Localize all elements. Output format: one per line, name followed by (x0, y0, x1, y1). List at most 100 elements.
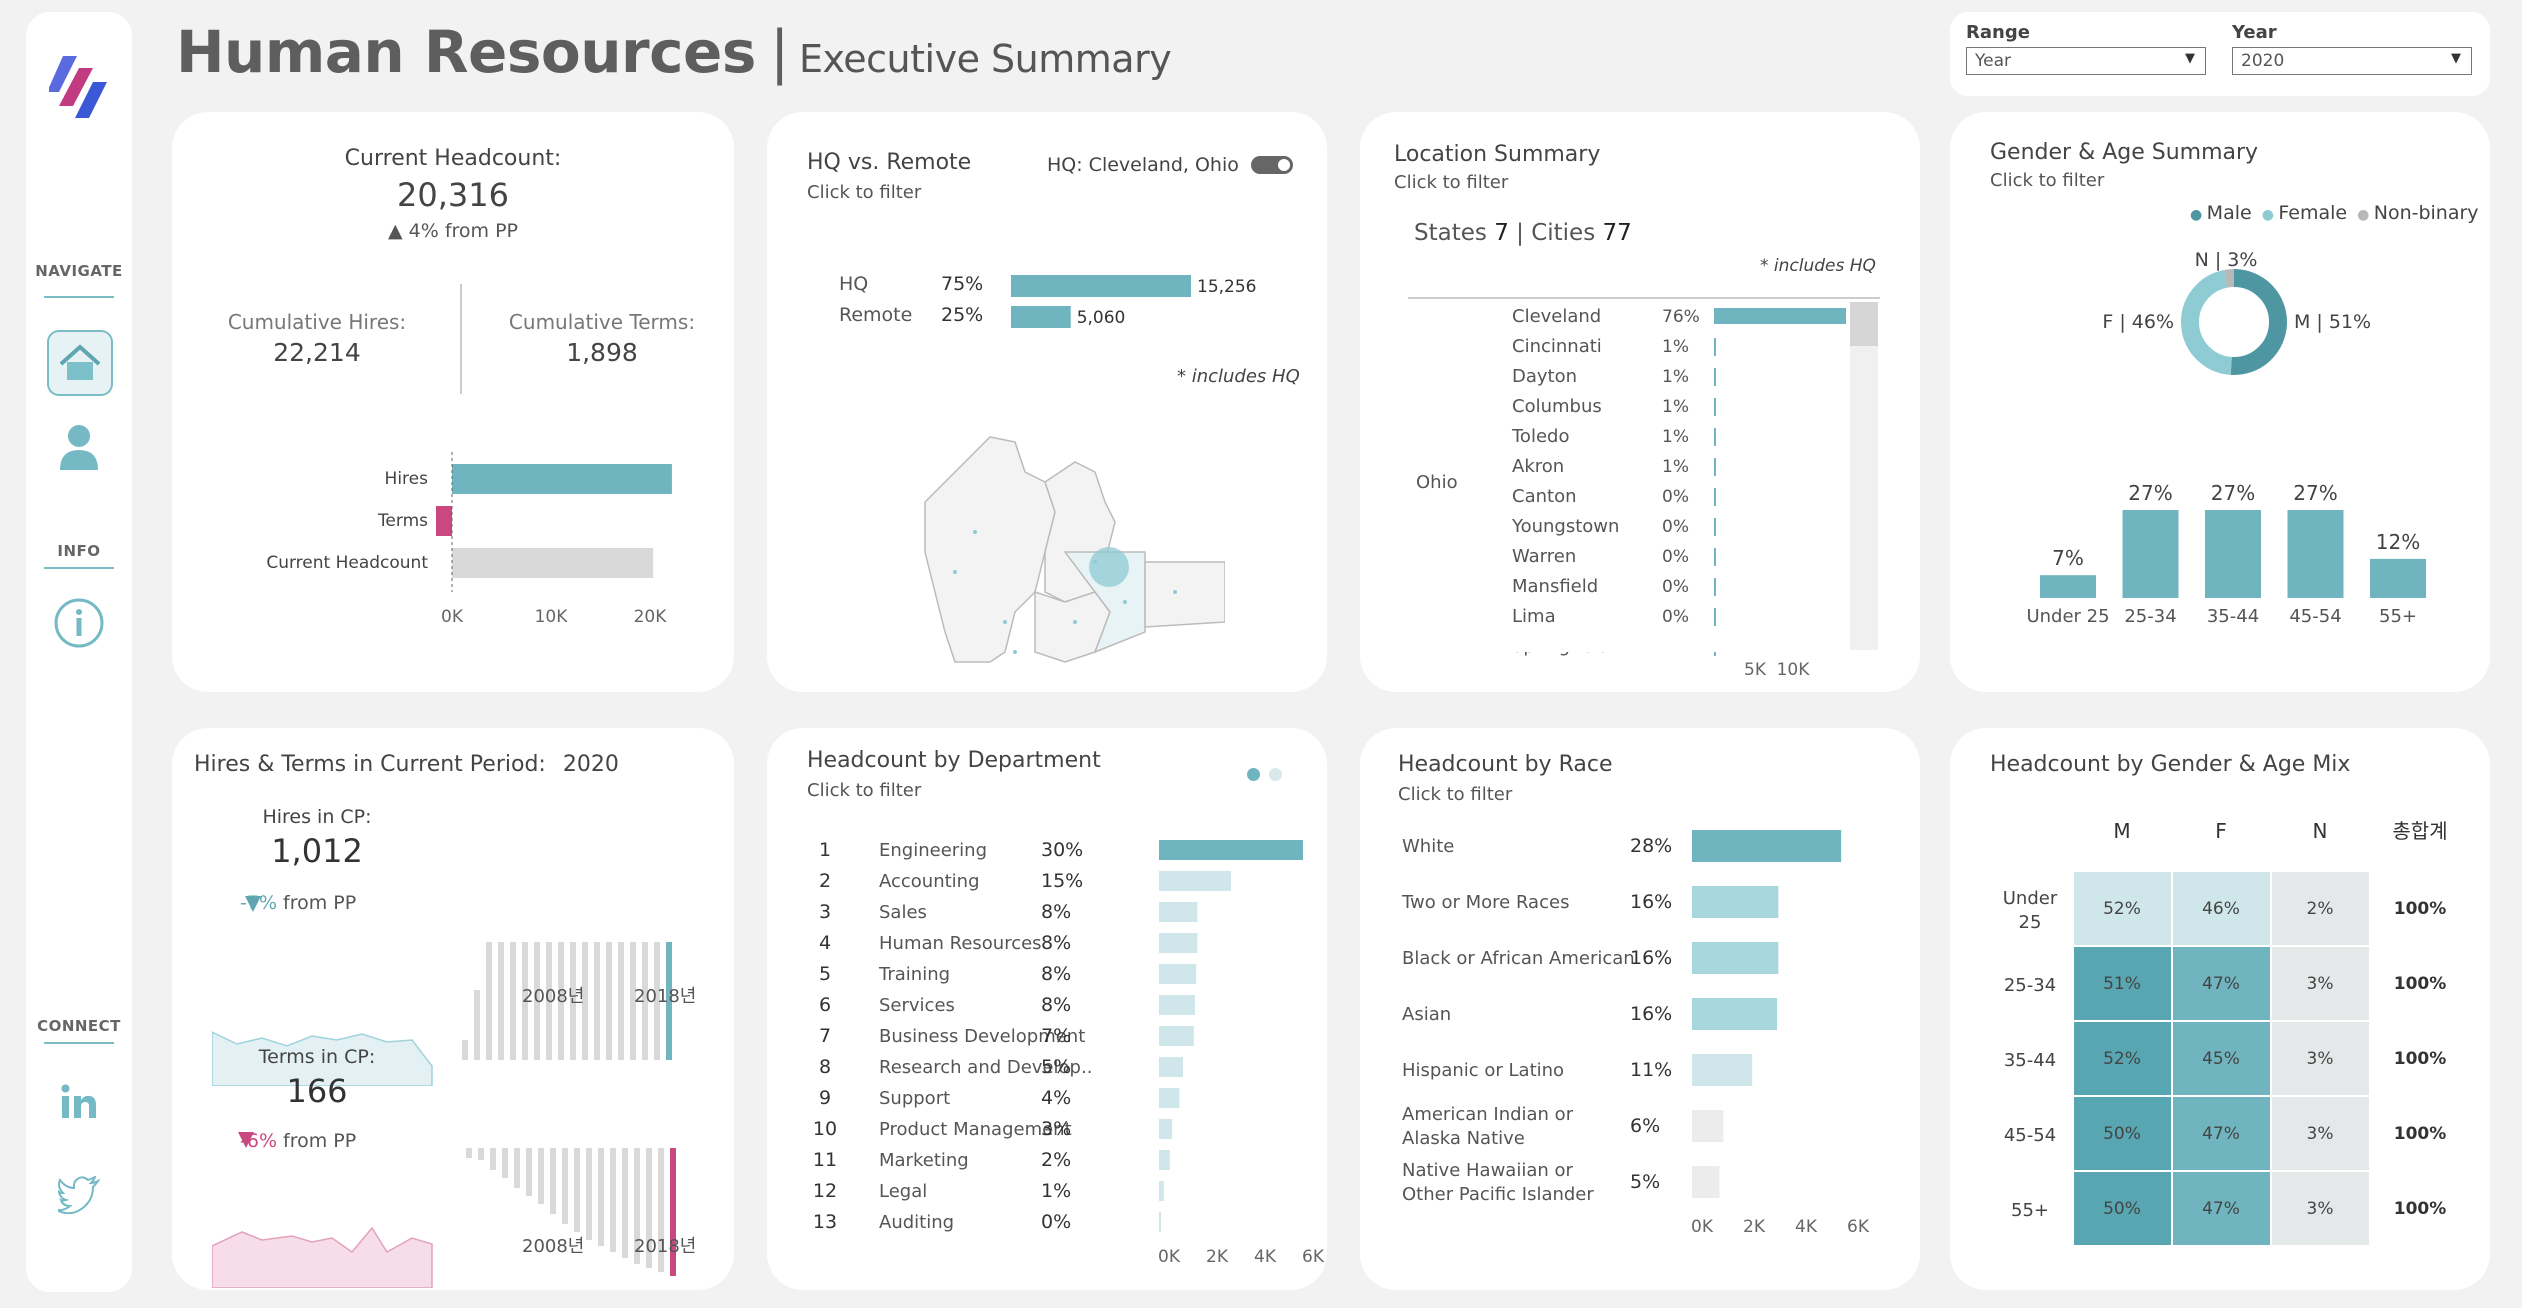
bar[interactable] (502, 1148, 508, 1178)
bar[interactable] (2122, 510, 2179, 598)
heatmap-cell[interactable] (2272, 1172, 2369, 1245)
bar[interactable] (1714, 488, 1716, 506)
bar[interactable] (474, 990, 480, 1060)
bar[interactable] (1714, 308, 1846, 324)
bar[interactable] (1159, 964, 1197, 984)
info-button[interactable] (26, 596, 132, 650)
department-name[interactable]: Research and Develop.. (879, 1057, 1092, 1078)
bar[interactable] (1159, 1088, 1180, 1108)
city-label[interactable]: Youngstown (1511, 516, 1619, 537)
bar[interactable] (562, 1148, 568, 1224)
department-name[interactable]: Training (878, 964, 950, 985)
race-bar-chart[interactable]: White 28%Two or More Races 16%Black or Afr… (1360, 818, 1920, 1278)
bar[interactable] (2370, 558, 2426, 598)
page-dot-active[interactable] (1247, 768, 1260, 781)
bar[interactable] (598, 1148, 604, 1246)
donut-slice[interactable] (2181, 269, 2233, 375)
range-select[interactable]: Year ▼ (1966, 47, 2206, 75)
page-dot[interactable] (1269, 768, 1282, 781)
legend-item[interactable]: ● Female (2262, 202, 2347, 224)
department-name[interactable]: Engineering (879, 840, 987, 861)
linkedin-link[interactable] (26, 1082, 132, 1122)
bar[interactable] (1011, 275, 1191, 297)
bar[interactable] (1159, 840, 1303, 860)
department-name[interactable]: Accounting (879, 871, 980, 892)
bar[interactable] (1011, 306, 1071, 328)
heatmap-cell[interactable] (2272, 947, 2369, 1020)
bar[interactable] (1692, 1110, 1724, 1142)
bar[interactable] (546, 942, 552, 1060)
bar[interactable] (630, 942, 636, 1060)
heatmap-cell[interactable] (2173, 1097, 2270, 1170)
bar[interactable] (490, 1148, 496, 1170)
bar[interactable] (2040, 575, 2096, 598)
legend-item[interactable]: ● Male (2190, 202, 2252, 224)
bar[interactable] (1692, 1166, 1720, 1198)
heatmap-cell[interactable] (2074, 1172, 2171, 1245)
bar[interactable] (538, 1148, 544, 1204)
bar[interactable] (618, 942, 624, 1060)
hires-trend-chart[interactable] (212, 916, 732, 1086)
legend-item[interactable]: ● Non-binary (2357, 202, 2479, 224)
bar[interactable] (1714, 578, 1716, 596)
city-label[interactable]: Cleveland (1512, 306, 1601, 327)
bar[interactable] (510, 942, 516, 1060)
bar[interactable] (1159, 1212, 1161, 1232)
department-bar-chart[interactable]: 1 Engineering 30% 2 Accounting 15% 3 Sales 8% 4 Hu… (767, 828, 1327, 1278)
city-label[interactable]: Toledo (1511, 426, 1569, 447)
bar[interactable] (1692, 998, 1778, 1030)
heatmap-cell[interactable] (2074, 872, 2171, 945)
donut-slice[interactable] (2224, 269, 2235, 288)
bar[interactable] (462, 1040, 468, 1060)
race-name[interactable]: White (1402, 836, 1454, 857)
heatmap-cell[interactable] (2173, 1022, 2270, 1095)
bar[interactable] (1714, 608, 1716, 626)
bar[interactable] (634, 1148, 640, 1264)
bar[interactable] (1692, 1054, 1753, 1086)
race-name[interactable]: Black or African American (1402, 948, 1635, 969)
race-name[interactable]: Asian (1402, 1004, 1451, 1025)
bar[interactable] (570, 942, 576, 1060)
bar[interactable] (606, 942, 612, 1060)
donut-slice[interactable] (2230, 269, 2287, 375)
bar[interactable] (654, 942, 660, 1060)
gender-donut-chart[interactable]: M | 51% F | 46% N | 3% (1950, 252, 2490, 392)
bar[interactable] (1692, 830, 1842, 862)
race-name[interactable]: Other Pacific Islander (1402, 1184, 1594, 1205)
bar[interactable] (1159, 933, 1198, 953)
age-bar-chart[interactable]: 7% Under 25 27% 25-34 27% 35-44 27% 45-54 12% 55+ (1950, 452, 2490, 652)
bar[interactable] (534, 942, 540, 1060)
bar[interactable] (582, 942, 588, 1060)
city-label[interactable]: Columbus (1512, 396, 1602, 417)
bar[interactable] (1714, 428, 1716, 446)
department-name[interactable]: Business Development (879, 1026, 1085, 1047)
bar[interactable] (586, 1148, 592, 1240)
bar[interactable] (558, 942, 564, 1060)
bar[interactable] (1159, 1119, 1173, 1139)
race-name[interactable]: American Indian or (1402, 1104, 1574, 1125)
city-label[interactable]: Canton (1512, 486, 1577, 507)
city-label[interactable]: Warren (1512, 546, 1576, 567)
scrollbar[interactable] (1850, 302, 1878, 650)
bar[interactable] (1714, 458, 1716, 476)
scrollbar-thumb[interactable] (1850, 302, 1878, 346)
bar[interactable] (622, 1148, 628, 1258)
race-name[interactable]: Native Hawaiian or (1402, 1160, 1573, 1181)
city-label[interactable]: Dayton (1512, 366, 1577, 387)
heatmap-cell[interactable] (2272, 1022, 2369, 1095)
heatmap-cell[interactable] (2173, 872, 2270, 945)
city-label[interactable]: Mansfield (1512, 576, 1598, 597)
heatmap-cell[interactable] (2272, 872, 2369, 945)
heatmap-cell[interactable] (2074, 1022, 2171, 1095)
bar[interactable] (1714, 338, 1716, 356)
bar[interactable] (1714, 368, 1716, 386)
bar[interactable] (574, 1148, 580, 1232)
race-name[interactable]: Two or More Races (1401, 892, 1569, 913)
heatmap-cell[interactable] (2074, 947, 2171, 1020)
department-name[interactable]: Marketing (879, 1150, 969, 1171)
department-name[interactable]: Services (879, 995, 955, 1016)
department-name[interactable]: Legal (879, 1181, 927, 1202)
bar[interactable] (658, 1148, 664, 1272)
bar[interactable] (1159, 995, 1195, 1015)
bar[interactable] (436, 506, 452, 536)
